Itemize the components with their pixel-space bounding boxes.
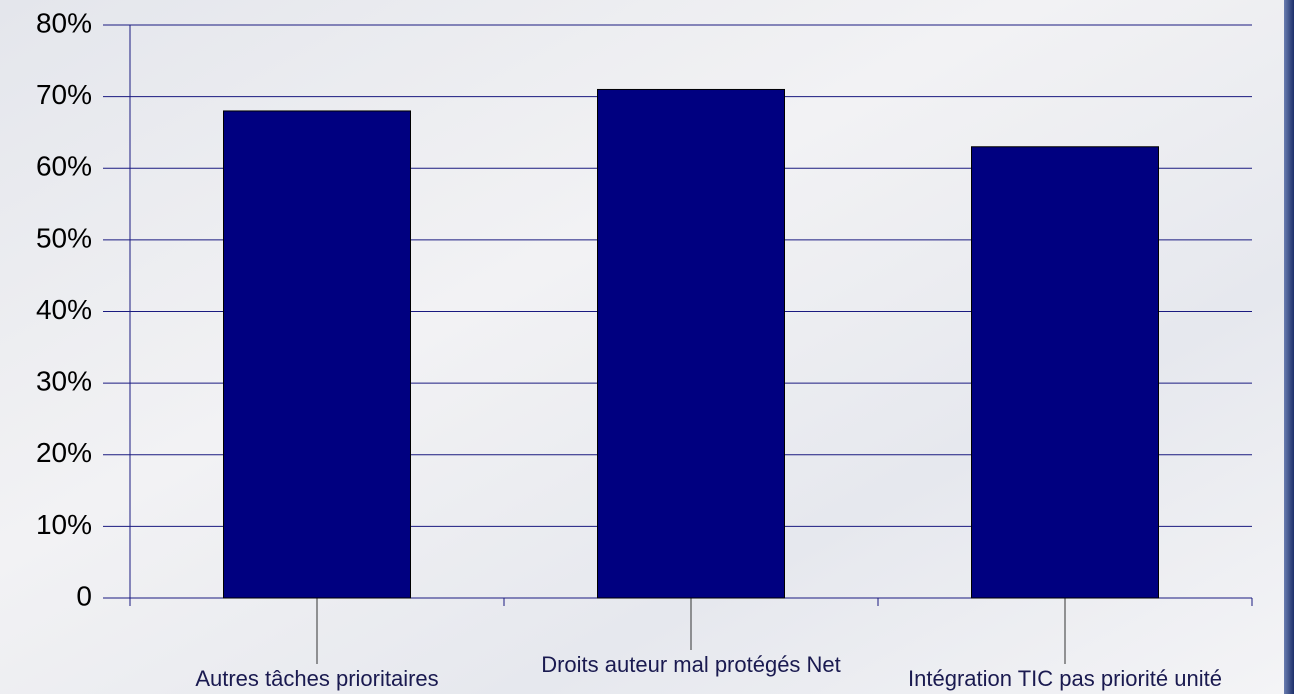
bar — [223, 110, 411, 599]
y-tick-label: 60% — [36, 151, 92, 182]
y-tick-label: 70% — [36, 79, 92, 110]
y-tick-label: 10% — [36, 509, 92, 540]
y-tick-label: 0 — [76, 580, 92, 611]
bar — [971, 146, 1159, 599]
y-tick-label: 20% — [36, 437, 92, 468]
y-tick-label: 80% — [36, 7, 92, 38]
y-tick-label: 40% — [36, 294, 92, 325]
bar — [597, 88, 785, 599]
frame-edge — [1284, 0, 1294, 694]
x-tick-label: Autres tâches prioritaires — [195, 666, 438, 691]
x-tick-label: Droits auteur mal protégés Net — [541, 652, 841, 677]
y-tick-label: 30% — [36, 366, 92, 397]
x-tick-label: Intégration TIC pas priorité unité — [908, 666, 1222, 691]
y-tick-label: 50% — [36, 222, 92, 253]
